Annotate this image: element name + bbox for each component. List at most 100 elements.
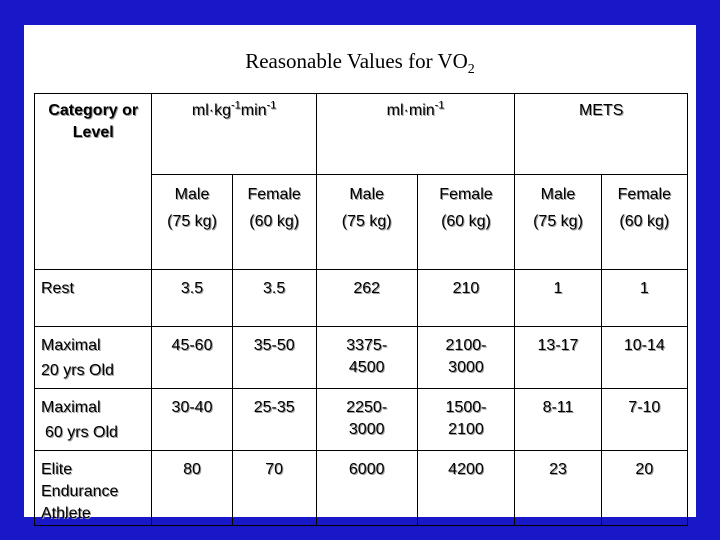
value-cell: 2250- 3000 — [315, 388, 418, 451]
subhead-cell: Female (60 kg) — [416, 174, 516, 270]
value-text: 25-35 — [253, 399, 295, 416]
subhead-cell: Male (75 kg) — [151, 174, 233, 270]
unit-exponent: -1 — [266, 99, 277, 112]
units-header-ml-kg-min: ml·kg-1min-1 — [151, 93, 317, 175]
value-cell: 262 — [315, 269, 418, 327]
subhead-sex: Female — [617, 186, 671, 203]
unit-exponent: -1 — [434, 99, 445, 112]
value-cell: 1 — [600, 269, 689, 327]
unit-text: min — [240, 102, 267, 119]
value-text: 3375- — [346, 337, 388, 354]
value-text-line2: 3000 — [348, 421, 385, 438]
table-row: Rest 3.5 3.5 262 210 1 1 — [33, 269, 689, 327]
value-cell: 8-11 — [514, 388, 602, 451]
unit-text: METS — [578, 102, 624, 119]
category-header-label: Category or Level — [48, 102, 139, 141]
value-cell: 10-14 — [600, 326, 689, 389]
value-text: 23 — [549, 461, 567, 478]
subhead-cell: Male (75 kg) — [315, 174, 418, 270]
subhead-mass: (60 kg) — [441, 213, 491, 230]
units-header-ml-min: ml·min-1 — [315, 93, 516, 175]
value-cell: 1 — [514, 269, 602, 327]
row-label-line3: Athlete — [41, 505, 91, 522]
value-cell: 3.5 — [151, 269, 233, 327]
row-label-cell: Rest — [33, 269, 153, 327]
row-label-line2: 60 yrs Old — [45, 424, 118, 441]
row-label: Rest — [41, 280, 74, 297]
value-text: 45-60 — [171, 337, 213, 354]
value-cell: 23 — [514, 450, 602, 526]
value-cell: 4200 — [416, 450, 516, 526]
vo2-values-table: Category or Level ml·kg-1min-1 ml·min-1 … — [33, 93, 689, 526]
value-text: 20 — [635, 461, 654, 478]
value-text: 1500- — [445, 399, 487, 416]
value-cell: 35-50 — [231, 326, 317, 389]
units-header-mets: METS — [514, 93, 688, 175]
value-cell: 6000 — [315, 450, 418, 526]
slide-canvas: Reasonable Values for VO2 Category or Le… — [24, 25, 696, 526]
table-row: Elite Endurance Athlete 80 70 6000 4200 23… — [33, 450, 689, 526]
subhead-cell: Female (60 kg) — [600, 174, 689, 270]
header-row-units: Category or Level ml·kg-1min-1 ml·min-1 … — [33, 93, 688, 270]
row-label: Maximal — [41, 337, 101, 354]
subhead-mass: (75 kg) — [341, 213, 392, 230]
value-text: 2250- — [346, 399, 388, 416]
value-cell: 210 — [416, 269, 516, 327]
value-cell: 25-35 — [231, 388, 317, 451]
value-text: 3.5 — [180, 280, 204, 297]
subhead-cell: Female (60 kg) — [231, 174, 317, 270]
value-cell: 1500- 2100 — [416, 388, 516, 451]
value-cell: 70 — [231, 450, 317, 526]
category-header-cell: Category or Level — [33, 93, 153, 270]
value-text: 6000 — [348, 461, 385, 478]
unit-dot: · — [403, 102, 409, 119]
unit-text: ml — [191, 102, 209, 119]
value-text-line2: 2100 — [448, 421, 484, 438]
row-label: Maximal — [41, 399, 101, 416]
value-text: 262 — [353, 280, 381, 297]
subhead-sex: Male — [540, 186, 576, 203]
value-text: 35-50 — [253, 337, 295, 354]
unit-exponent: -1 — [231, 99, 241, 112]
subhead-mass: (75 kg) — [533, 213, 583, 230]
value-cell: 3.5 — [231, 269, 317, 327]
value-cell: 7-10 — [600, 388, 689, 451]
row-label-line2: 20 yrs Old — [41, 362, 114, 379]
value-cell: 45-60 — [151, 326, 233, 389]
row-label-cell: Maximal 60 yrs Old — [33, 388, 153, 451]
subhead-sex: Female — [247, 186, 301, 203]
value-cell: 20 — [600, 450, 689, 526]
unit-text: ml — [386, 102, 404, 119]
unit-text: min — [408, 102, 435, 119]
subhead-sex: Male — [174, 186, 210, 203]
value-text-line2: 3000 — [448, 359, 484, 376]
value-text: 4200 — [448, 461, 484, 478]
value-cell: 80 — [151, 450, 233, 526]
table-row: Maximal 20 yrs Old 45-60 35-50 3375- 4500 … — [33, 326, 689, 389]
subhead-sex: Male — [349, 186, 385, 203]
title-subscript: 2 — [467, 62, 475, 78]
value-text: 210 — [452, 280, 480, 297]
subhead-mass: (60 kg) — [249, 213, 300, 230]
table-row: Maximal 60 yrs Old 30-40 25-35 2250- 3000 … — [33, 388, 689, 451]
unit-text: kg — [214, 102, 232, 119]
value-text-line2: 4500 — [348, 359, 385, 376]
slide-title: Reasonable Values for VO2 — [24, 49, 696, 78]
value-text: 70 — [265, 461, 284, 478]
value-cell: 13-17 — [514, 326, 602, 389]
row-label-line2: Endurance — [41, 483, 119, 500]
value-text: 10-14 — [623, 337, 665, 354]
subhead-mass: (75 kg) — [167, 213, 217, 230]
value-text: 1 — [553, 280, 563, 297]
value-text: 8-11 — [542, 399, 574, 416]
row-label-cell: Maximal 20 yrs Old — [33, 326, 153, 389]
value-text: 1 — [639, 280, 649, 297]
value-text: 3.5 — [263, 280, 286, 297]
value-cell: 30-40 — [151, 388, 233, 451]
unit-dot: · — [208, 102, 215, 119]
row-label-cell: Elite Endurance Athlete — [33, 450, 153, 526]
subhead-sex: Female — [439, 186, 493, 203]
subhead-mass: (60 kg) — [619, 213, 670, 230]
value-cell: 3375- 4500 — [315, 326, 418, 389]
header-row-sex-mass: Male (75 kg) Female (60 kg) Male (75 kg) Fe… — [35, 174, 689, 270]
